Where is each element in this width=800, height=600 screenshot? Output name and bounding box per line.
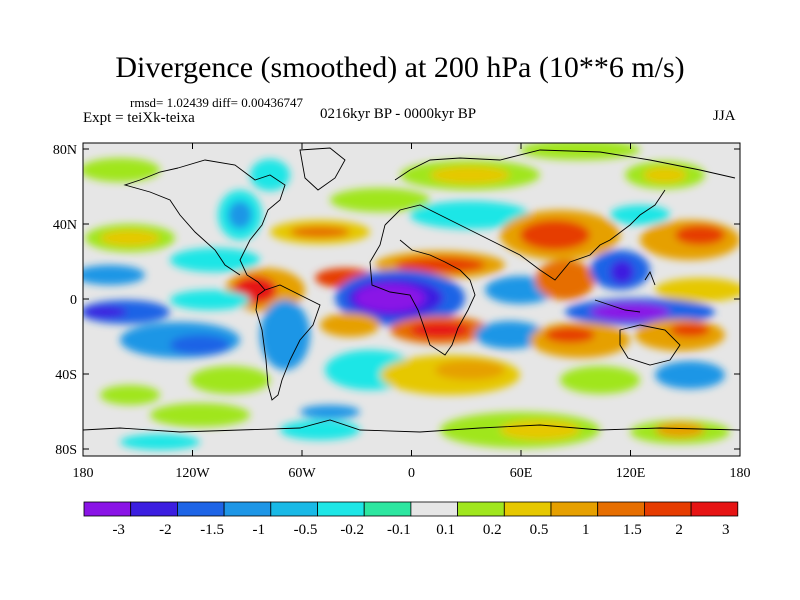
lat-tick-label: 40S [55,368,77,383]
colorbar-swatch [130,501,178,517]
period-label: 0216kyr BP - 0000kyr BP [320,106,477,122]
colorbar-label: 0.2 [483,522,502,538]
chart-title: Divergence (smoothed) at 200 hPa (10**6 … [115,51,685,84]
lon-tick-label: 120W [175,466,210,481]
colorbar-label: -0.5 [294,522,318,538]
colorbar-label: -3 [112,522,125,538]
colorbar-label: 1 [582,522,590,538]
lat-tick-label: 80N [53,143,77,158]
season-label: JJA [713,108,736,124]
colorbar-label: -0.1 [387,522,411,538]
colorbar-label: 1.5 [623,522,642,538]
colorbar-swatch [690,501,739,517]
colorbar-swatch [317,501,365,517]
colorbar-label: -2 [159,522,172,538]
colorbar-swatch [597,501,645,517]
lon-tick-label: 60E [510,466,533,481]
colorbar-swatch [176,501,225,517]
lon-tick-label: 180 [730,466,751,481]
experiment-label: Expt = teiXk-teixa [83,110,195,126]
lon-tick-label: 60W [288,466,316,481]
divergence-field [83,143,740,450]
lon-tick-label: 180 [73,466,94,481]
lat-tick-label: 40N [53,218,77,233]
lon-tick-label: 0 [408,466,415,481]
colorbar-label: 2 [675,522,683,538]
lon-tick-label: 120E [616,466,646,481]
colorbar-swatch [457,501,505,517]
colorbar-swatch [503,501,552,517]
lat-tick-label: 80S [55,443,77,458]
colorbar-swatch [410,501,458,517]
colorbar-label: -1.5 [200,522,224,538]
colorbar-label: 3 [722,522,730,538]
colorbar-swatch [270,501,318,517]
stats-text: rmsd= 1.02439 diff= 0.00436747 [130,95,303,110]
colorbar-label: -0.2 [340,522,364,538]
colorbar-swatch [223,501,272,517]
coastlines [83,147,740,433]
colorbar: -3 -2 -1.5 -1 -0.5 -0.2 -0.1 0.1 0.2 0.5 1 1.5 2 3 [83,501,739,538]
colorbar-label: 0.5 [530,522,549,538]
colorbar-swatch [550,501,599,517]
colorbar-swatch [644,501,692,517]
colorbar-swatch [363,501,412,517]
colorbar-label: 0.1 [436,522,455,538]
colorbar-swatch [83,501,132,517]
lat-tick-label: 0 [70,293,77,308]
colorbar-label: -1 [253,522,266,538]
